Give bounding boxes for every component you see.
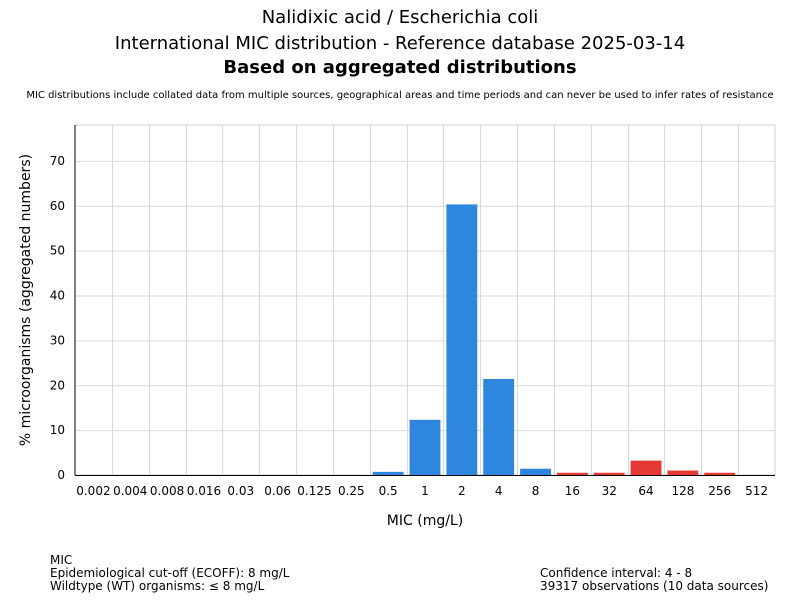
footer-wildtype: Wildtype (WT) organisms: ≤ 8 mg/L [50,579,265,593]
bar [483,378,515,475]
x-tick-label: 0.008 [150,484,184,498]
footer-ecoff: Epidemiological cut-off (ECOFF): 8 mg/L [50,566,290,580]
y-tick-label: 70 [50,154,65,168]
x-tick-label: 32 [602,484,617,498]
x-tick-label: 64 [638,484,653,498]
footer-confidence-interval: Confidence interval: 4 - 8 [540,566,693,580]
bar [593,472,625,475]
bar [446,204,478,475]
chart-disclaimer: MIC distributions include collated data … [26,90,774,101]
x-tick-label: 2 [458,484,466,498]
footer-mic-label: MIC [50,553,73,567]
bar [409,419,441,475]
x-tick-label: 0.25 [338,484,365,498]
footer-observations-info: Confidence interval: 4 - 8 39317 observa… [540,567,768,593]
y-axis-title: % microorganisms (aggregated numbers) [18,154,34,446]
x-tick-label: 0.5 [379,484,398,498]
y-tick-label: 50 [50,244,65,258]
x-tick-label: 4 [495,484,503,498]
x-tick-label: 0.004 [113,484,147,498]
x-tick-label: 0.016 [187,484,221,498]
y-tick-label: 0 [57,468,65,482]
x-tick-label: 0.125 [297,484,331,498]
footer-observations: 39317 observations (10 data sources) [540,579,769,593]
bar [667,470,699,475]
chart-title-line1: Nalidixic acid / Escherichia coli [261,7,539,28]
x-tick-label: 1 [421,484,429,498]
bar [630,460,662,475]
chart-title-line2: International MIC distribution - Referen… [114,33,686,54]
x-tick-label: 0.06 [264,484,291,498]
x-tick-label: 128 [671,484,694,498]
x-tick-label: 8 [532,484,540,498]
x-tick-label: 0.002 [76,484,110,498]
bar [520,468,551,475]
bar [372,471,404,475]
bar [556,472,588,475]
x-tick-label: 16 [565,484,580,498]
x-tick-label: 0.03 [227,484,254,498]
y-tick-label: 20 [50,378,65,392]
y-tick-label: 10 [50,423,65,437]
x-tick-label: 256 [708,484,731,498]
y-tick-label: 60 [50,199,65,213]
y-tick-label: 30 [50,333,65,347]
chart-title-line3: Based on aggregated distributions [223,57,577,78]
y-tick-label: 40 [50,289,65,303]
footer-ecoff-info: MIC Epidemiological cut-off (ECOFF): 8 m… [50,554,289,593]
x-axis-title: MIC (mg/L) [387,513,463,529]
bar [704,472,736,475]
x-tick-label: 512 [745,484,768,498]
